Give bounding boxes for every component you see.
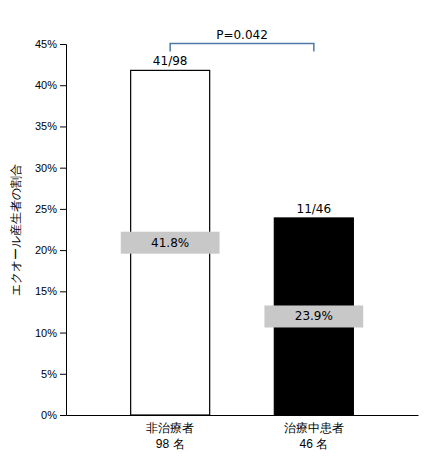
- tick-mark: [60, 291, 66, 292]
- tick-mark: [60, 168, 66, 169]
- label-box: [264, 305, 363, 327]
- significance-bracket: [170, 43, 314, 51]
- tick-mark: [60, 333, 66, 334]
- y-tick: 0%: [41, 409, 66, 421]
- data-labels: 41.8% 23.9%: [121, 232, 363, 328]
- data-label: 23.9%: [295, 309, 333, 323]
- tick-mark: [60, 209, 66, 210]
- axis-line: [60, 45, 67, 416]
- y-tick: 25%: [35, 203, 66, 215]
- tick-mark: [60, 44, 66, 45]
- y-tick: 5%: [41, 368, 66, 380]
- tick-label: 0%: [41, 409, 57, 421]
- tick-label: 10%: [35, 327, 57, 339]
- x-tick: 非治療者 98 名: [146, 415, 194, 451]
- y-tick: 20%: [35, 244, 66, 256]
- axis-line: [67, 415, 419, 416]
- tick-label: 20%: [35, 244, 57, 256]
- chart: 0% 5% 10% 15% 20% 25% 30% 35% 40% 45% 非治療者 98 名 治療中患…: [0, 0, 434, 473]
- x-axis: 非治療者 98 名 治療中患者 46 名: [67, 415, 419, 451]
- tick-label-line: 98 名: [156, 437, 185, 451]
- tick-mark: [60, 250, 66, 251]
- tick-label: 40%: [35, 79, 57, 91]
- tick-label-line: 治療中患者: [284, 421, 344, 435]
- y-tick: 30%: [35, 162, 66, 174]
- tick-label: 治療中患者 46 名: [284, 421, 344, 451]
- plot: 0% 5% 10% 15% 20% 25% 30% 35% 40% 45% 非治療者 98 名 治療中患…: [35, 28, 419, 450]
- tick-label: 45%: [35, 38, 57, 50]
- tick-label-line: 46 名: [299, 437, 328, 451]
- tick-label: 非治療者 98 名: [146, 421, 194, 451]
- annotations: 41/98 11/46 P=0.042: [153, 28, 331, 216]
- y-tick: 45%: [35, 38, 66, 50]
- tick-label: 25%: [35, 203, 57, 215]
- p-value: P=0.042: [216, 28, 268, 42]
- y-tick: 35%: [35, 120, 66, 132]
- tick-label: 30%: [35, 162, 57, 174]
- y-tick: 15%: [35, 285, 66, 297]
- label-box: [121, 232, 220, 254]
- y-tick: 40%: [35, 79, 66, 91]
- tick-mark: [60, 374, 66, 375]
- tick-mark: [60, 415, 66, 416]
- tick-label-line: 非治療者: [146, 421, 194, 435]
- tick-mark: [60, 126, 66, 127]
- chart-container: 0% 5% 10% 15% 20% 25% 30% 35% 40% 45% 非治療者 98 名 治療中患…: [0, 0, 434, 473]
- bar-annotation: 11/46: [297, 202, 332, 216]
- y-axis-title: エクオール産生者の割合: [9, 164, 23, 296]
- x-tick: 治療中患者 46 名: [284, 415, 344, 451]
- tick-label: 35%: [35, 120, 57, 132]
- bars: [131, 70, 354, 415]
- data-label: 41.8%: [151, 236, 189, 250]
- tick-label: 5%: [41, 368, 57, 380]
- tick-mark: [60, 85, 66, 86]
- y-axis: 0% 5% 10% 15% 20% 25% 30% 35% 40% 45%: [35, 38, 67, 421]
- y-tick: 10%: [35, 327, 66, 339]
- bar-annotation: 41/98: [153, 54, 188, 68]
- tick-label: 15%: [35, 285, 57, 297]
